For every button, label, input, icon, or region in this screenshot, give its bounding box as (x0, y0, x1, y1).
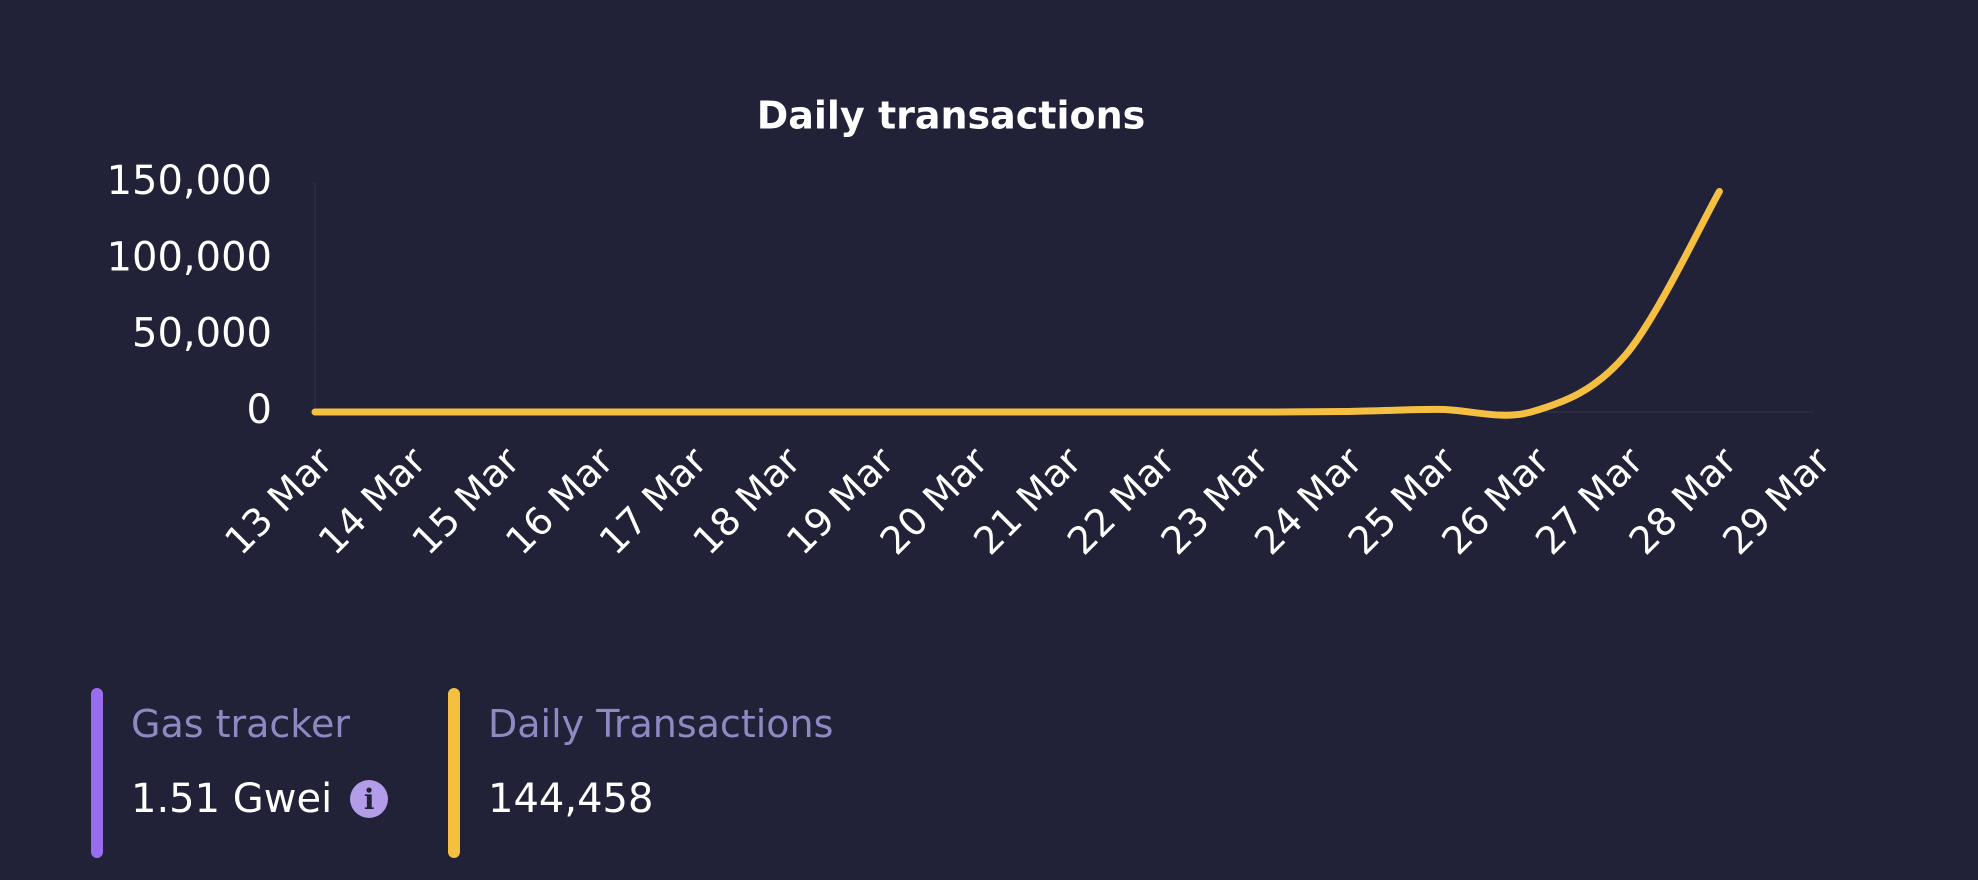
chart: Daily transactions 0 50,000 100,000 150,000… (107, 94, 1839, 564)
stat-value-row: 1.51 Gwei i (131, 776, 389, 822)
x-tick-label: 29 Mar (1714, 438, 1839, 563)
info-icon[interactable]: i (350, 780, 389, 818)
stat-bar (448, 688, 460, 858)
stat-value-row: 144,458 (488, 776, 833, 822)
chart-title: Daily transactions (757, 94, 1146, 138)
y-tick-label: 100,000 (107, 234, 272, 280)
stat-label: Daily Transactions (488, 702, 834, 746)
stat-value: 1.51 Gwei (131, 776, 333, 822)
stat-value: 144,458 (488, 776, 654, 822)
data-line (311, 187, 1723, 419)
y-tick-label: 150,000 (107, 158, 272, 204)
stat-card: Gas tracker 1.51 Gwei i (91, 688, 389, 858)
stat-bar (91, 688, 103, 858)
stat-label: Gas tracker (131, 702, 350, 746)
y-tick-label: 50,000 (132, 311, 272, 357)
y-tick-label: 0 (247, 387, 272, 433)
stat-card: Daily Transactions 144,458 (448, 688, 833, 858)
